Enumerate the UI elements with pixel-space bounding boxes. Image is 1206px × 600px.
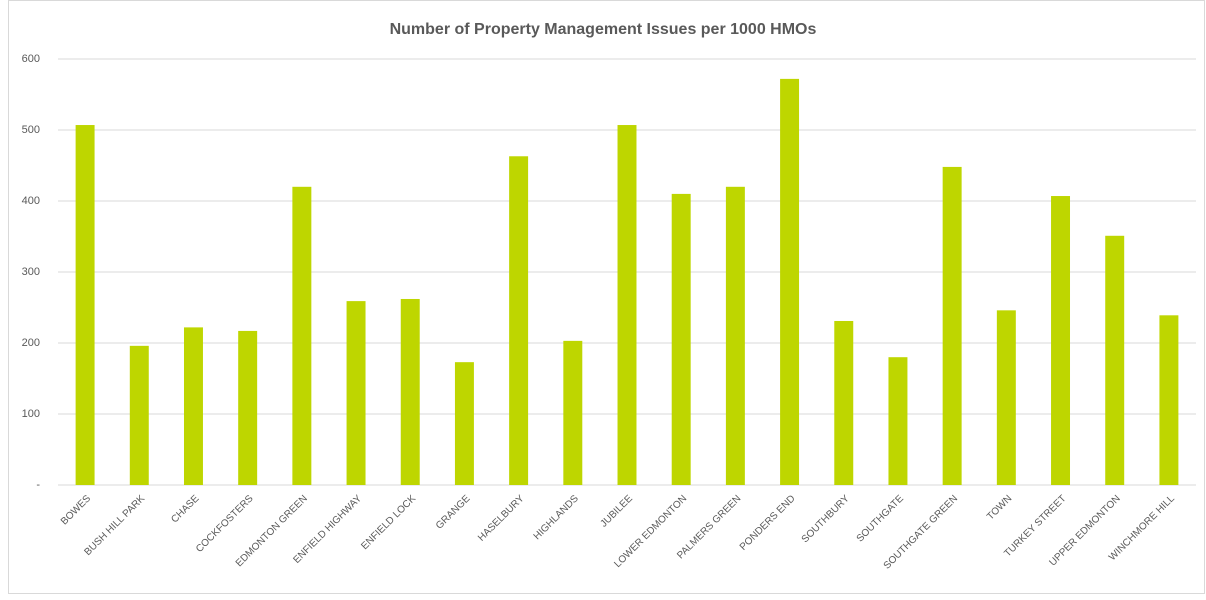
y-tick-label: 600 bbox=[22, 53, 40, 65]
bar bbox=[671, 193, 691, 485]
bar bbox=[1051, 196, 1071, 485]
bar bbox=[183, 327, 203, 485]
bar bbox=[400, 298, 420, 485]
bar bbox=[454, 362, 474, 485]
bar bbox=[509, 156, 529, 485]
y-tick-label: - bbox=[36, 479, 40, 491]
bar bbox=[238, 330, 258, 485]
y-tick-label: 100 bbox=[22, 408, 40, 420]
bar bbox=[942, 166, 962, 486]
bar bbox=[888, 357, 908, 485]
bar bbox=[129, 345, 149, 485]
bar bbox=[1159, 315, 1179, 485]
y-tick-label: 400 bbox=[22, 195, 40, 207]
bar bbox=[725, 186, 745, 486]
y-tick-label: 300 bbox=[22, 266, 40, 278]
chart-frame bbox=[8, 0, 1205, 594]
bar bbox=[617, 125, 637, 485]
bar bbox=[292, 186, 312, 486]
bar bbox=[1105, 235, 1125, 485]
bar bbox=[834, 320, 854, 485]
y-tick-label: 500 bbox=[22, 124, 40, 136]
y-tick-label: 200 bbox=[22, 337, 40, 349]
chart-title: Number of Property Management Issues per… bbox=[390, 21, 817, 38]
bar bbox=[346, 301, 366, 485]
bar bbox=[75, 125, 95, 485]
bar bbox=[563, 340, 583, 485]
bar bbox=[996, 310, 1016, 485]
bar bbox=[780, 78, 800, 485]
